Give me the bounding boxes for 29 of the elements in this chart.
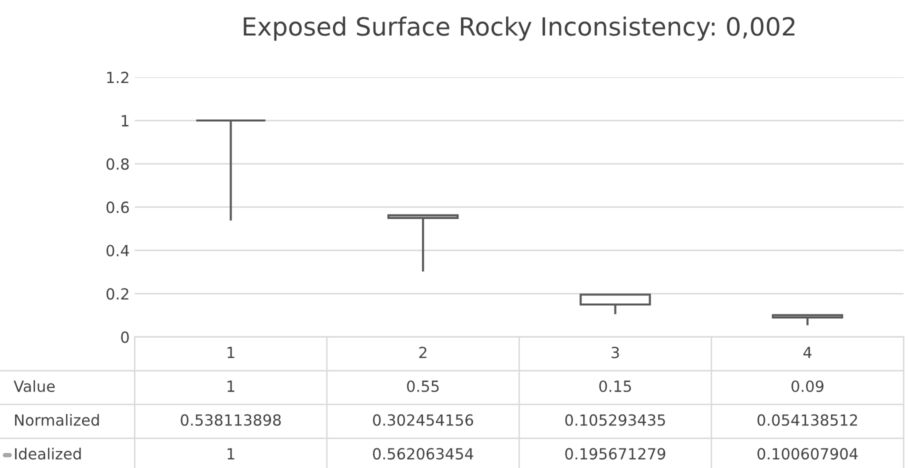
text: 0.09	[792, 380, 824, 392]
text: 1	[228, 380, 234, 392]
x-tick-label: 4	[803, 346, 812, 358]
chart-title: Exposed Surface Rocky Inconsistency: 0,002	[244, 16, 794, 41]
text: 0.538113898	[180, 414, 281, 426]
candlestick	[195, 119, 266, 222]
y-tick-label: 0.8	[106, 158, 129, 170]
x-tick-label: 3	[612, 346, 619, 358]
text: 1	[228, 448, 234, 460]
text: 0.105293435	[565, 414, 665, 426]
text: 0.054138512	[757, 414, 858, 426]
text: 0.562063454	[373, 448, 474, 460]
x-tick-label: 2	[419, 346, 426, 358]
y-tick-label: 0.6	[106, 202, 129, 214]
text: 0.55	[407, 380, 439, 392]
candlestick	[387, 214, 459, 273]
text: Normalized	[15, 414, 99, 426]
x-tick-label: 1	[228, 346, 234, 358]
text: 0.302454156	[373, 414, 474, 426]
y-tick-label: 1.2	[107, 72, 128, 84]
text: Value	[14, 380, 55, 392]
y-tick-label: 0.2	[106, 288, 128, 300]
y-tick-label: 0	[121, 331, 129, 343]
y-tick-label: 1	[122, 115, 128, 126]
text: 0.195671279	[565, 448, 666, 460]
text: 0.100607904	[757, 448, 858, 460]
y-tick-label: 0.4	[106, 244, 129, 256]
text: Idealized	[15, 448, 81, 460]
text: 0.15	[599, 380, 631, 392]
